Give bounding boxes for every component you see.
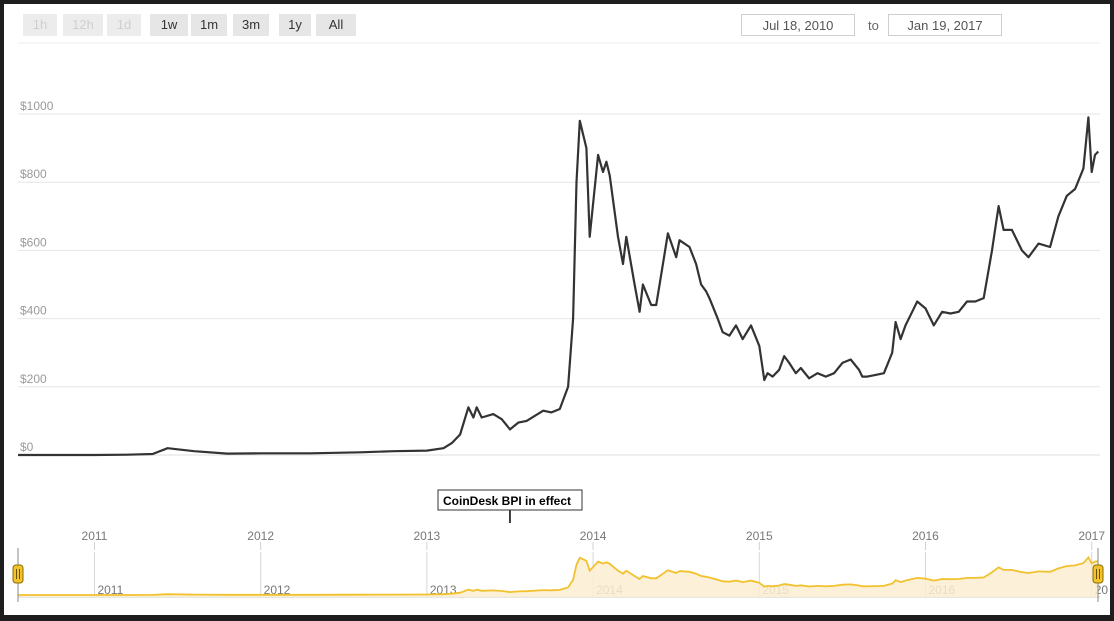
y-tick-label: $200	[20, 372, 47, 386]
range-button-1w[interactable]: 1w	[150, 14, 188, 36]
x-tick-label: 2017	[1078, 529, 1105, 543]
x-tick-label: 2011	[82, 529, 108, 543]
navigator-handle-grip	[12, 564, 24, 584]
from-date-input[interactable]: Jul 18, 2010	[741, 14, 855, 36]
x-tick-label: 2014	[580, 529, 607, 543]
range-button-1d: 1d	[107, 14, 141, 36]
to-label: to	[868, 18, 879, 33]
price-chart: $0 $200 $400 $600 $800 $1000 2011 2012 2013 2014 2…	[12, 42, 1108, 602]
x-tick-label: 2012	[247, 529, 274, 543]
range-button-3m[interactable]: 3m	[233, 14, 269, 36]
range-button-1m[interactable]: 1m	[191, 14, 227, 36]
navigator-right-handle[interactable]	[1092, 548, 1104, 602]
chart-widget: 1h 12h 1d 1w 1m 3m 1y All Jul 18, 2010 to Jan 1…	[4, 4, 1110, 615]
annotation-box	[437, 489, 583, 511]
y-tick-label: $800	[20, 167, 47, 181]
navigator-line	[18, 555, 1099, 596]
navigator-year-label: 2012	[264, 583, 291, 597]
navigator-year-label: 2011	[97, 583, 123, 597]
annotation-label: CoinDesk BPI in effect	[443, 494, 571, 508]
to-date-input[interactable]: Jan 19, 2017	[888, 14, 1002, 36]
navigator-area	[18, 557, 1099, 597]
y-tick-label: $0	[20, 440, 34, 454]
x-tick-label: 2015	[746, 529, 773, 543]
navigator-handle-grip	[1092, 564, 1104, 584]
y-tick-label: $1000	[20, 99, 54, 113]
price-line	[18, 116, 1100, 457]
range-button-all[interactable]: All	[316, 14, 356, 36]
y-tick-label: $400	[20, 304, 47, 318]
range-button-12h: 12h	[63, 14, 103, 36]
range-button-1h: 1h	[23, 14, 57, 36]
navigator-left-handle[interactable]	[12, 548, 24, 602]
x-tick-label: 2013	[414, 529, 441, 543]
y-tick-label: $600	[20, 235, 47, 249]
x-tick-label: 2016	[912, 529, 939, 543]
range-button-1y[interactable]: 1y	[279, 14, 311, 36]
